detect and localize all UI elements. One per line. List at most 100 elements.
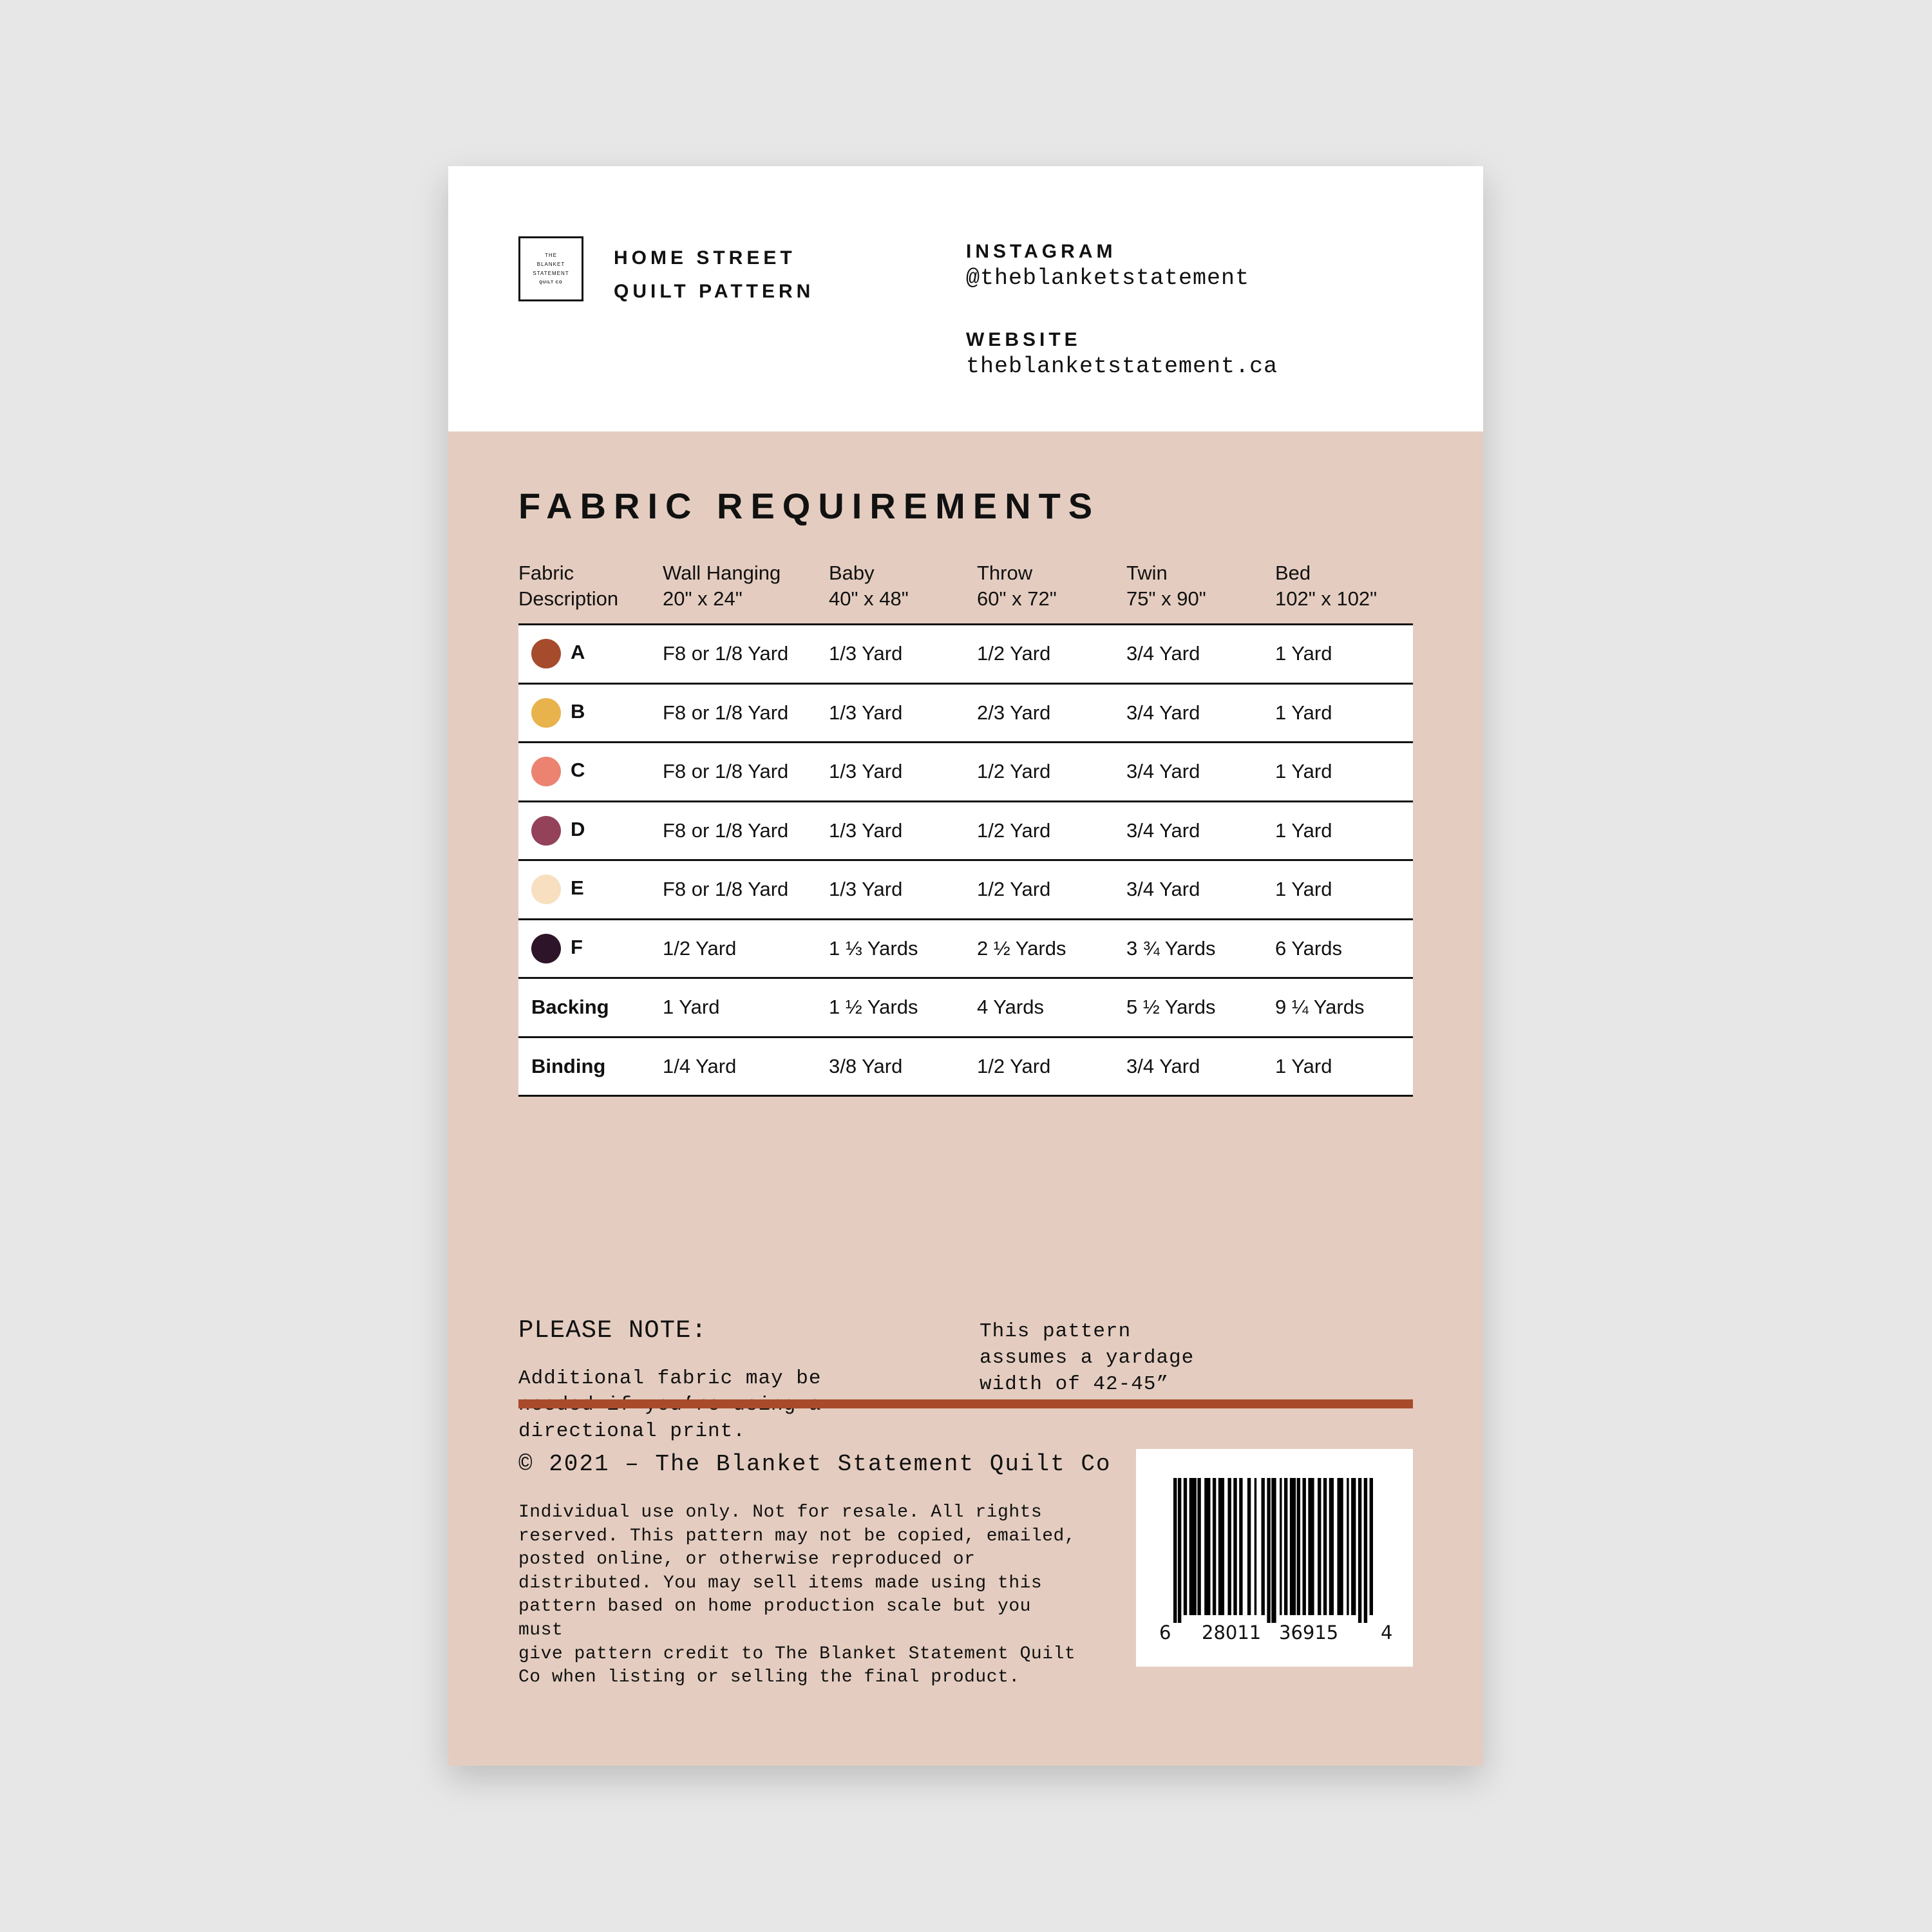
barcode-bar [1177, 1478, 1182, 1623]
column-name: Wall Hanging [663, 562, 781, 584]
barcode-bar [1358, 1478, 1362, 1623]
brand-logo: THE BLANKET STATEMENT QUILT CO [518, 236, 583, 301]
fabric-label-cell: F [518, 918, 663, 978]
barcode-bar [1323, 1478, 1327, 1615]
yardage-cell: 6 Yards [1275, 918, 1413, 978]
barcode-bar [1212, 1478, 1217, 1615]
fabric-label: F [571, 935, 583, 958]
barcode-bar [1289, 1478, 1296, 1615]
yardage-cell: 1 Yard [1275, 682, 1413, 743]
divider-rule [518, 1399, 1413, 1408]
yardage-cell: F8 or 1/8 Yard [663, 859, 829, 919]
barcode-bar [1247, 1478, 1251, 1615]
section-heading: FABRIC REQUIREMENTS [518, 486, 1101, 526]
column-header: Wall Hanging 20" x 24" [663, 560, 829, 625]
copyright: © 2021 – The Blanket Statement Quilt Co [518, 1451, 1112, 1477]
yardage-cell: 1 Yard [1275, 800, 1413, 860]
table-row: E F8 or 1/8 Yard 1/3 Yard 1/2 Yard 3/4 Yard 1… [518, 859, 1413, 919]
barcode-bar [1218, 1478, 1225, 1615]
pattern-title: HOME STREET QUILT PATTERN [614, 242, 814, 308]
fabric-label: E [571, 876, 584, 900]
barcode-digit: 6 [1159, 1622, 1171, 1643]
table-row: F 1/2 Yard 1 ⅓ Yards 2 ½ Yards 3 ¾ Yards 6 Ya… [518, 918, 1413, 978]
yardage-cell: 1/4 Yard [663, 1036, 829, 1097]
color-swatch-icon [531, 757, 561, 787]
column-header: Twin 75" x 90" [1126, 560, 1275, 625]
barcode-bar [1183, 1478, 1188, 1615]
yardage-cell: 1/2 Yard [663, 918, 829, 978]
yardage-cell: 1 Yard [1275, 1036, 1413, 1097]
instagram-label: INSTAGRAM [966, 241, 1117, 262]
instagram-block: INSTAGRAM @theblanketstatement [966, 241, 1249, 291]
table-row: C F8 or 1/8 Yard 1/3 Yard 1/2 Yard 3/4 Yard 1… [518, 741, 1413, 801]
barcode-bar [1337, 1478, 1343, 1615]
fabric-label-cell: A [518, 623, 663, 683]
column-name: Fabric [518, 562, 574, 584]
logo-text: THE [545, 252, 557, 258]
yardage-cell: 2 ½ Yards [977, 918, 1126, 978]
column-header: Throw 60" x 72" [977, 560, 1126, 625]
column-sub: Description [518, 587, 619, 610]
column-name: Twin [1126, 562, 1168, 584]
logo-text: STATEMENT [533, 270, 569, 276]
column-header: Fabric Description [518, 560, 663, 625]
table-row: B F8 or 1/8 Yard 1/3 Yard 2/3 Yard 3/4 Yard 1… [518, 682, 1413, 743]
yardage-cell: 3/4 Yard [1126, 682, 1275, 743]
fabric-label-cell: C [518, 741, 663, 801]
barcode-bar [1308, 1478, 1314, 1615]
yardage-cell: F8 or 1/8 Yard [663, 623, 829, 683]
column-sub: 40" x 48" [829, 587, 909, 610]
color-swatch-icon [531, 815, 561, 846]
column-sub: 102" x 102" [1275, 587, 1378, 610]
barcode-digit: 36915 [1279, 1622, 1339, 1643]
header: THE BLANKET STATEMENT QUILT CO HOME STRE… [448, 166, 1483, 431]
title-line: QUILT PATTERN [614, 281, 815, 302]
fabric-label-cell: B [518, 682, 663, 743]
barcode-bar [1197, 1478, 1201, 1615]
table-row: Binding 1/4 Yard 3/8 Yard 1/2 Yard 3/4 Yard 1… [518, 1036, 1413, 1097]
note-right: This pattern assumes a yardage width of … [980, 1320, 1195, 1396]
yardage-cell: 1 Yard [663, 977, 829, 1037]
column-header: Baby 40" x 48" [829, 560, 977, 625]
color-swatch-icon [531, 697, 561, 728]
yardage-cell: 1/3 Yard [829, 741, 977, 801]
yardage-cell: 1 Yard [1275, 741, 1413, 801]
color-swatch-icon [531, 933, 561, 963]
yardage-cell: 3/8 Yard [829, 1036, 977, 1097]
yardage-cell: 3/4 Yard [1126, 623, 1275, 683]
fabric-requirements-table: Fabric Description Wall Hanging 20" x 24" Ba… [518, 560, 1413, 1097]
fabric-label: C [571, 759, 585, 782]
yardage-cell: F8 or 1/8 Yard [663, 682, 829, 743]
barcode-bar [1347, 1478, 1349, 1615]
yardage-cell: 1/2 Yard [977, 623, 1126, 683]
barcode-bar [1302, 1478, 1306, 1615]
title-line: HOME STREET [614, 247, 796, 269]
barcode-bar [1173, 1478, 1177, 1623]
barcode-bar [1363, 1478, 1368, 1623]
yardage-cell: 1 ½ Yards [829, 977, 977, 1037]
fabric-label-cell: D [518, 800, 663, 860]
website-url: theblanketstatement.ca [966, 354, 1278, 379]
barcode-bar [1239, 1478, 1243, 1615]
logo-text: QUILT CO [539, 280, 563, 285]
fabric-label: A [571, 641, 585, 664]
yardage-cell: 3/4 Yard [1126, 800, 1275, 860]
barcode-bar [1318, 1478, 1321, 1615]
yardage-cell: 3/4 Yard [1126, 1036, 1275, 1097]
barcode-bar [1329, 1478, 1334, 1615]
yardage-cell: 1/3 Yard [829, 623, 977, 683]
barcode-bar [1189, 1478, 1197, 1615]
barcode-bar [1267, 1478, 1271, 1623]
column-sub: 20" x 24" [663, 587, 743, 610]
column-sub: 75" x 90" [1126, 587, 1206, 610]
yardage-cell: 1/3 Yard [829, 859, 977, 919]
legal-text: Individual use only. Not for resale. All… [518, 1502, 1076, 1688]
yardage-cell: 5 ½ Yards [1126, 977, 1275, 1037]
column-name: Bed [1275, 562, 1311, 584]
barcode-bar [1233, 1478, 1237, 1615]
yardage-cell: 2/3 Yard [977, 682, 1126, 743]
barcode-digit: 28011 [1202, 1622, 1262, 1643]
fabric-label-cell: Backing [518, 977, 663, 1037]
table-row: Backing 1 Yard 1 ½ Yards 4 Yards 5 ½ Yards 9 … [518, 977, 1413, 1037]
yardage-cell: 1/3 Yard [829, 682, 977, 743]
